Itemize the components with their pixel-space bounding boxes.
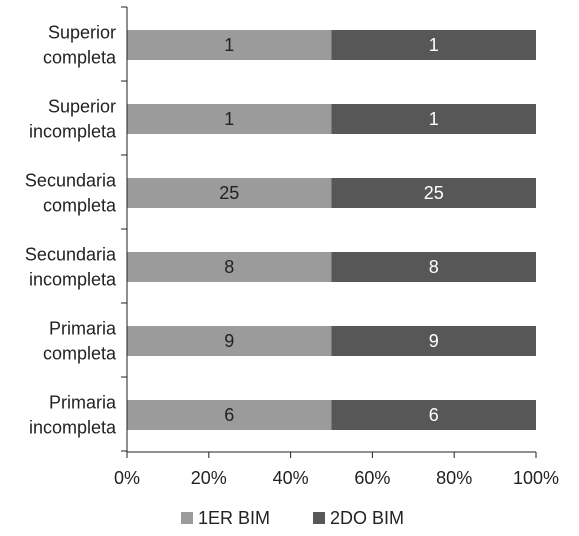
legend-swatch — [181, 512, 193, 524]
category-label: Primaria — [49, 393, 117, 413]
category-label: incompleta — [29, 418, 117, 438]
data-label: 25 — [424, 183, 444, 203]
data-label: 9 — [429, 331, 439, 351]
bar-segment — [127, 30, 332, 60]
data-label: 25 — [219, 183, 239, 203]
category-label: Secundaria — [25, 245, 117, 265]
x-tick-label: 100% — [513, 468, 559, 488]
data-label: 1 — [224, 35, 234, 55]
data-label: 8 — [429, 257, 439, 277]
x-tick-label: 60% — [354, 468, 390, 488]
bar-segment — [127, 178, 332, 208]
bar-segment — [127, 400, 332, 430]
data-label: 8 — [224, 257, 234, 277]
x-tick-label: 80% — [436, 468, 472, 488]
category-label: Superior — [48, 97, 116, 117]
data-label: 6 — [224, 405, 234, 425]
data-label: 1 — [429, 109, 439, 129]
bar-segment — [331, 178, 536, 208]
bar-segment — [127, 104, 332, 134]
bar-segment — [331, 400, 536, 430]
data-label: 1 — [429, 35, 439, 55]
category-label: Secundaria — [25, 171, 117, 191]
category-label: incompleta — [29, 122, 117, 142]
x-tick-label: 20% — [191, 468, 227, 488]
legend: 1ER BIM 2DO BIM — [181, 508, 404, 528]
axes: 0% 20% 40% 60% 80% 100% — [114, 6, 559, 488]
bar-segment — [331, 104, 536, 134]
category-label: completa — [43, 48, 117, 68]
bar-segment — [127, 326, 332, 356]
data-label: 6 — [429, 405, 439, 425]
x-tick-label: 0% — [114, 468, 140, 488]
category-label: completa — [43, 196, 117, 216]
legend-label: 1ER BIM — [198, 508, 270, 528]
category-label: Superior — [48, 23, 116, 43]
bar-segment — [331, 30, 536, 60]
legend-label: 2DO BIM — [330, 508, 404, 528]
category-label: completa — [43, 344, 117, 364]
bars-layer: 1 1 1 1 25 25 8 8 9 9 6 6 — [127, 30, 536, 430]
legend-swatch — [313, 512, 325, 524]
bar-segment — [331, 326, 536, 356]
data-label: 9 — [224, 331, 234, 351]
category-labels: Superior completa Superior incompleta Secund… — [25, 23, 117, 438]
x-tick-label: 40% — [273, 468, 309, 488]
bar-segment — [331, 252, 536, 282]
category-label: Primaria — [49, 319, 117, 339]
bar-segment — [127, 252, 332, 282]
category-label: incompleta — [29, 270, 117, 290]
data-label: 1 — [224, 109, 234, 129]
